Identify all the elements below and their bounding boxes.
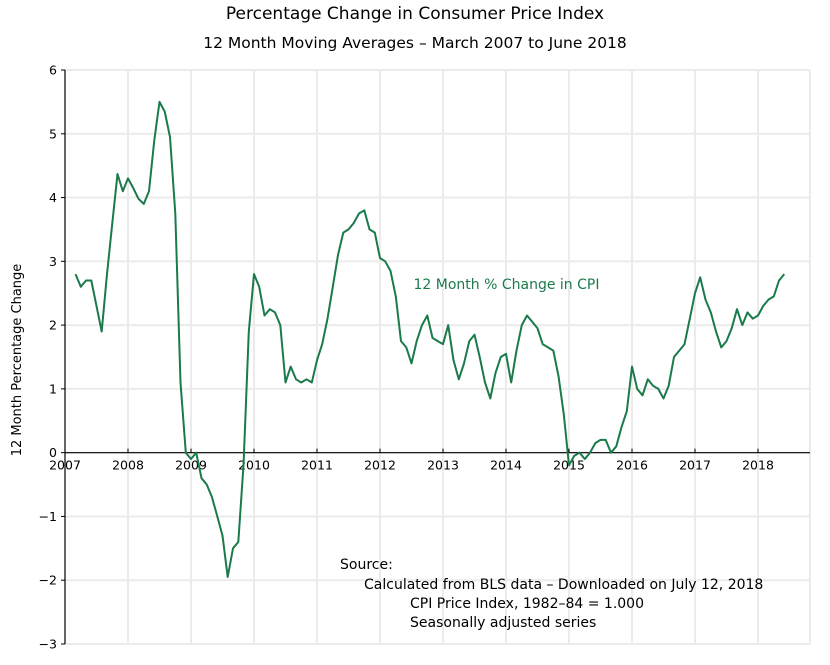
x-tick-label: 2013 bbox=[427, 458, 459, 473]
y-axis-ticks: −3 −2 −1 0 1 2 3 4 5 6 bbox=[39, 63, 65, 652]
y-tick-label: 3 bbox=[49, 254, 57, 269]
x-axis-ticks: 2007 2008 2009 2010 2011 2012 2013 2014 2015 2016… bbox=[49, 448, 774, 473]
y-tick-label: 6 bbox=[49, 63, 57, 78]
y-tick-label: 4 bbox=[49, 190, 57, 205]
x-tick-label: 2017 bbox=[679, 458, 711, 473]
x-tick-label: 2012 bbox=[364, 458, 396, 473]
source-line-3: Seasonally adjusted series bbox=[410, 615, 597, 631]
source-heading: Source: bbox=[340, 557, 393, 573]
x-tick-label: 2008 bbox=[112, 458, 144, 473]
x-tick-label: 2010 bbox=[238, 458, 270, 473]
series-line-cpi bbox=[74, 100, 786, 578]
chart-subtitle: 12 Month Moving Averages – March 2007 to… bbox=[203, 34, 627, 52]
y-axis-label: 12 Month Percentage Change bbox=[10, 264, 25, 457]
x-tick-label: 2007 bbox=[49, 458, 81, 473]
axes bbox=[64, 70, 810, 644]
x-tick-label: 2018 bbox=[742, 458, 774, 473]
y-tick-label: 2 bbox=[49, 318, 57, 333]
y-tick-label: 1 bbox=[49, 381, 57, 396]
y-tick-label: −1 bbox=[39, 509, 57, 524]
chart-title: Percentage Change in Consumer Price Inde… bbox=[225, 4, 605, 24]
series-annotation: 12 Month % Change in CPI bbox=[414, 277, 600, 293]
x-tick-label: 2016 bbox=[616, 458, 648, 473]
x-tick-label: 2011 bbox=[301, 458, 333, 473]
series-layer bbox=[74, 100, 786, 578]
source-line-2: CPI Price Index, 1982–84 = 1.000 bbox=[410, 596, 644, 612]
y-tick-label: −3 bbox=[39, 637, 57, 652]
grid-lines bbox=[65, 69, 811, 645]
y-tick-label: −2 bbox=[39, 573, 57, 588]
x-tick-label: 2014 bbox=[490, 458, 522, 473]
y-tick-label: 0 bbox=[49, 445, 57, 460]
source-line-1: Calculated from BLS data – Downloaded on… bbox=[364, 577, 764, 593]
y-tick-label: 5 bbox=[49, 126, 57, 141]
